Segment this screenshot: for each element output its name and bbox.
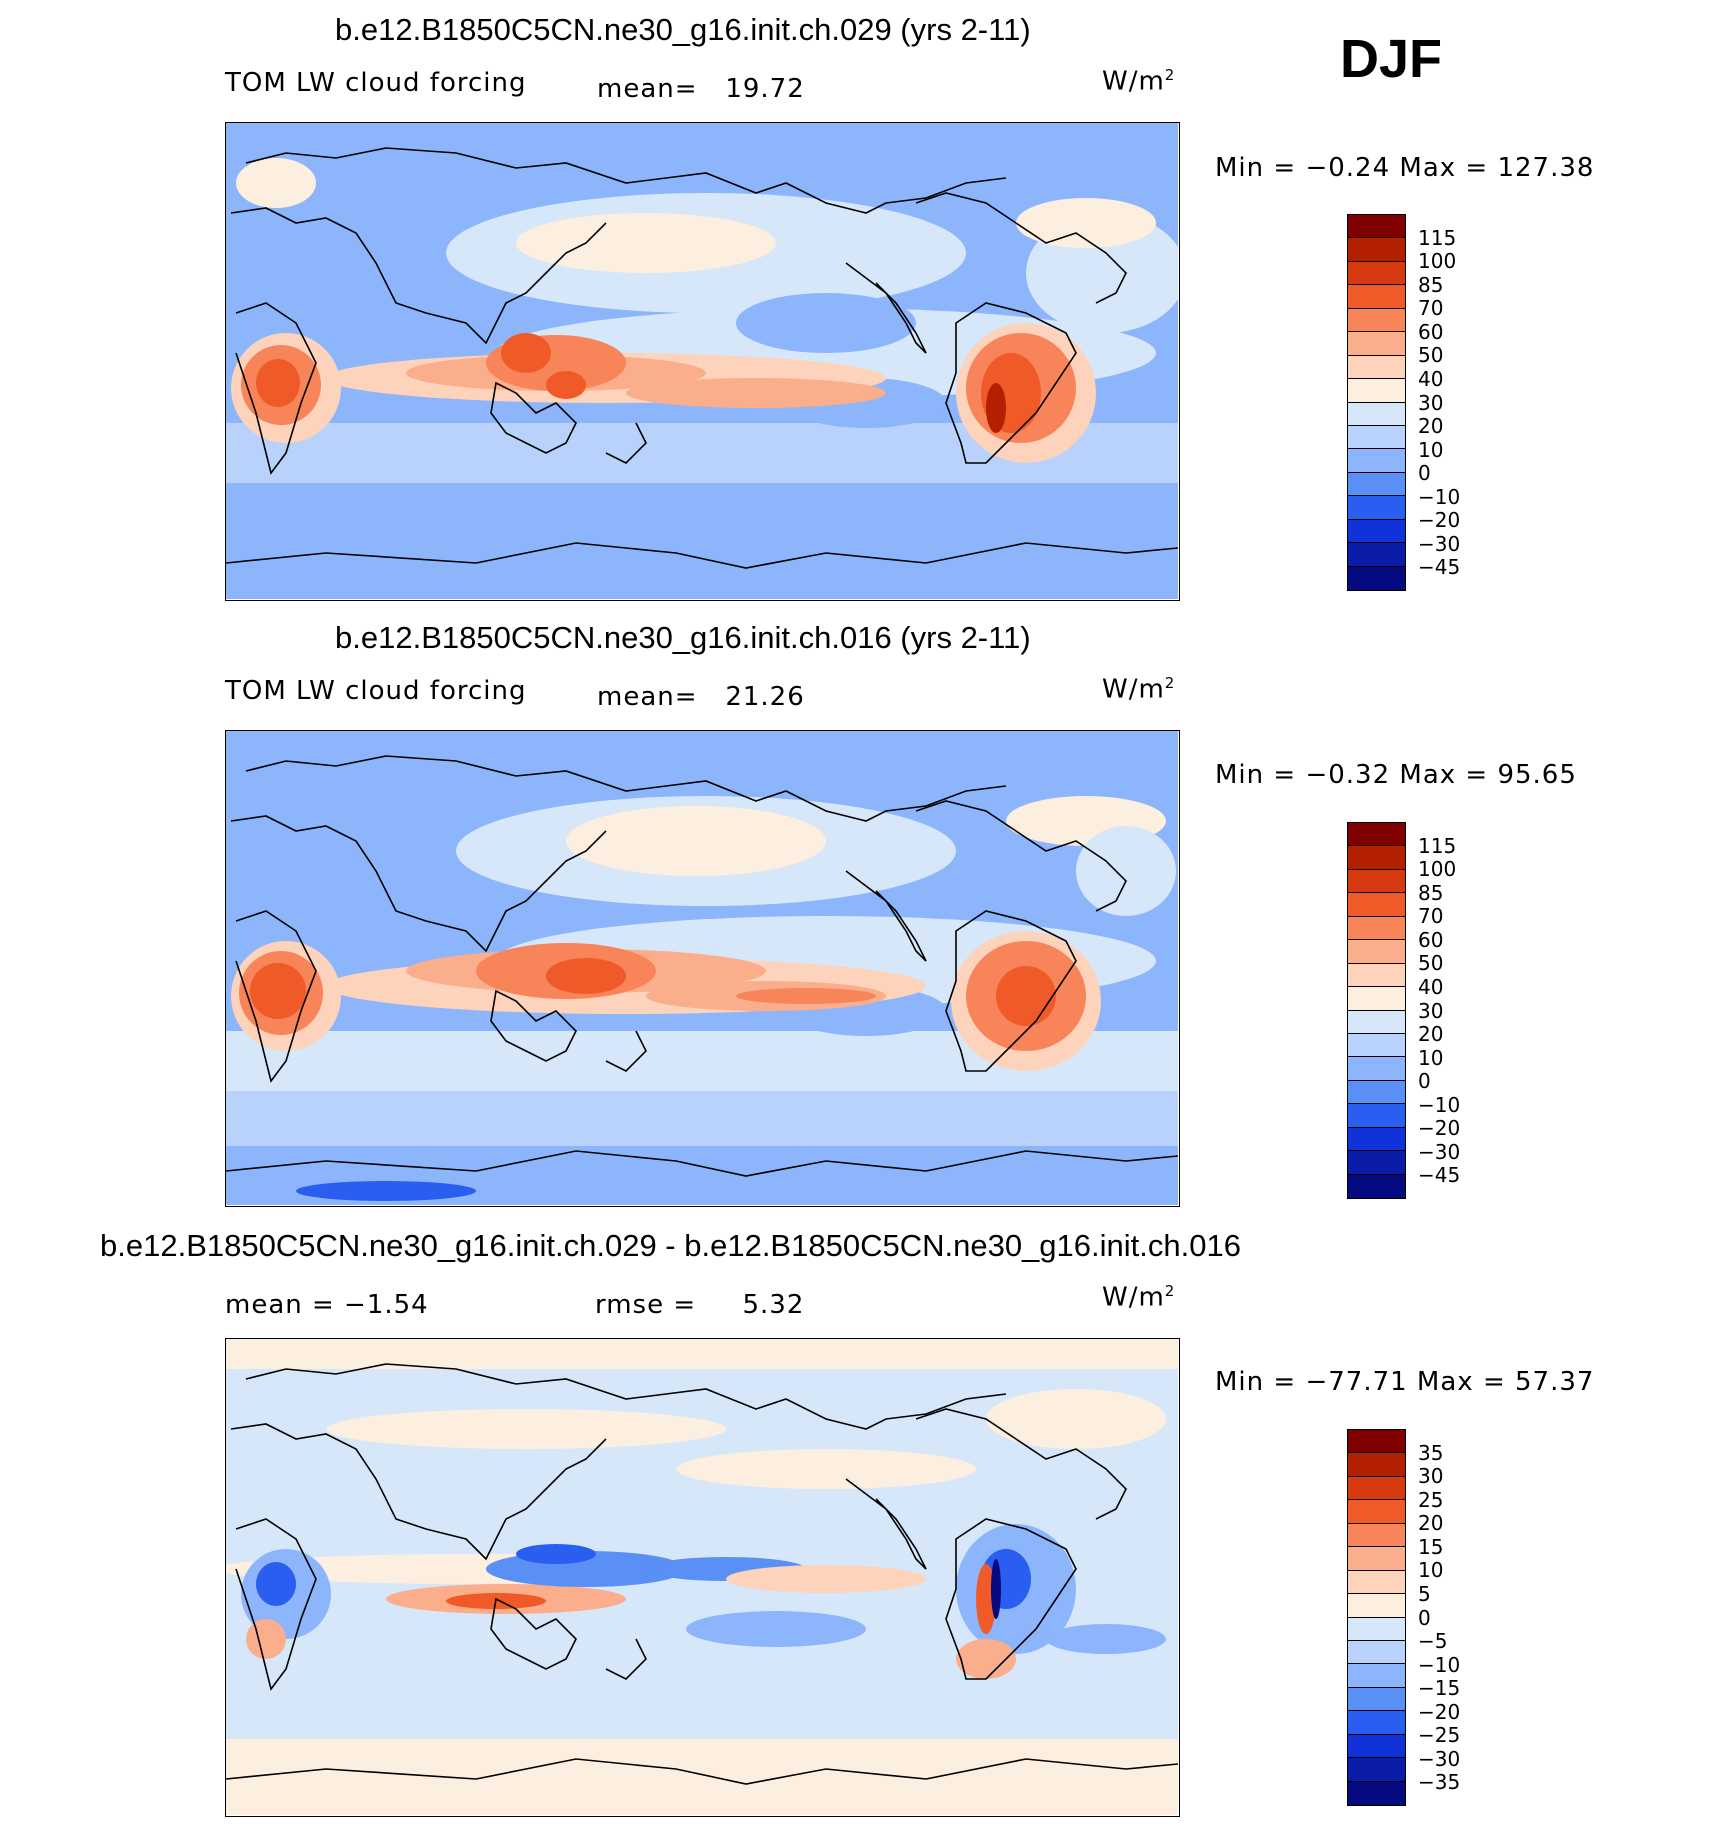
panel2-coastlines: [226, 755, 1178, 1177]
colorbar-tick-label: 100: [1418, 857, 1457, 882]
colorbar-tick-label: 85: [1418, 272, 1444, 297]
panel2-units: W/m2: [1102, 674, 1175, 705]
colorbar-tick-label: 50: [1418, 951, 1444, 976]
panel3-units: W/m2: [1102, 1282, 1175, 1313]
panel3-mean-label: mean = −1.54: [225, 1290, 429, 1320]
colorbar-tick-label: −5: [1418, 1629, 1448, 1654]
units-exponent: 2: [1164, 674, 1176, 692]
units-text: W/m: [1102, 674, 1165, 705]
panel1-mean-value: 19.72: [725, 74, 805, 104]
units-text: W/m: [1102, 66, 1165, 97]
panel2-mean-value: 21.26: [725, 682, 805, 712]
panel1-units: W/m2: [1102, 66, 1175, 97]
panel3-rmse-label: rmse = 5.32: [595, 1290, 804, 1320]
colorbar-tick-label: 20: [1418, 1022, 1444, 1047]
colorbar-tick-label: 60: [1418, 927, 1444, 952]
panel3-rmse-key: rmse =: [595, 1290, 697, 1320]
panel3-map-svg: [226, 1339, 1178, 1815]
colorbar-tick-label: −25: [1418, 1723, 1461, 1748]
colorbar-tick-label: 115: [1418, 225, 1457, 250]
colorbar-tick-label: 40: [1418, 974, 1444, 999]
colorbar-tick-label: −20: [1418, 1116, 1461, 1141]
panel1-mean-key: mean=: [597, 74, 698, 104]
colorbar-tick-label: −30: [1418, 1139, 1461, 1164]
colorbar-tick-label: −10: [1418, 1652, 1461, 1677]
panel1-mean-label: mean= 19.72: [597, 74, 805, 104]
colorbar-tick-label: 35: [1418, 1440, 1444, 1465]
colorbar-tick-label: −30: [1418, 531, 1461, 556]
colorbar-tick-label: −30: [1418, 1746, 1461, 1771]
panel3-rmse-value: 5.32: [742, 1290, 805, 1320]
panel1-minmax: Min = −0.24 Max = 127.38: [1215, 153, 1595, 183]
panel1-title: b.e12.B1850C5CN.ne30_g16.init.ch.029 (yr…: [335, 12, 1031, 47]
colorbar-tick-label: −20: [1418, 508, 1461, 533]
panel3-title: b.e12.B1850C5CN.ne30_g16.init.ch.029 - b…: [100, 1228, 1241, 1263]
panel2-variable-label: TOM LW cloud forcing: [225, 676, 527, 706]
colorbar-tick-label: 0: [1418, 1069, 1431, 1094]
colorbar-tick-label: 25: [1418, 1487, 1444, 1512]
colorbar-tick-label: 30: [1418, 390, 1444, 415]
panel1-colorbar: [1347, 214, 1406, 591]
colorbar-tick-label: 10: [1418, 1045, 1444, 1070]
colorbar-tick-label: 40: [1418, 366, 1444, 391]
season-label: DJF: [1340, 29, 1443, 89]
colorbar-tick-label: 30: [1418, 1464, 1444, 1489]
panel2-colorbar: [1347, 822, 1406, 1199]
panel2-title: b.e12.B1850C5CN.ne30_g16.init.ch.016 (yr…: [335, 620, 1031, 655]
colorbar-tick-label: 10: [1418, 1558, 1444, 1583]
panel3-map: [225, 1338, 1180, 1817]
colorbar-tick-label: 0: [1418, 461, 1431, 486]
colorbar-tick-label: 60: [1418, 319, 1444, 344]
panel3-colorbar: [1347, 1429, 1406, 1806]
units-exponent: 2: [1164, 66, 1176, 84]
colorbar-tick-label: 100: [1418, 249, 1457, 274]
colorbar-tick-label: 10: [1418, 437, 1444, 462]
panel2-map: [225, 730, 1180, 1207]
units-exponent: 2: [1164, 1282, 1176, 1300]
colorbar-tick-label: −15: [1418, 1676, 1461, 1701]
colorbar-tick-label: 70: [1418, 904, 1444, 929]
panel1-variable-label: TOM LW cloud forcing: [225, 68, 527, 98]
panel1-coastlines: [226, 147, 1178, 569]
colorbar-tick-label: 0: [1418, 1605, 1431, 1630]
colorbar-tick-label: −20: [1418, 1699, 1461, 1724]
panel2-minmax: Min = −0.32 Max = 95.65: [1215, 760, 1577, 790]
panel3-minmax: Min = −77.71 Max = 57.37: [1215, 1367, 1595, 1397]
colorbar-tick-label: 85: [1418, 880, 1444, 905]
colorbar-tick-label: 50: [1418, 343, 1444, 368]
colorbar-tick-label: −45: [1418, 555, 1461, 580]
colorbar-tick-label: 70: [1418, 296, 1444, 321]
colorbar-tick-label: 30: [1418, 998, 1444, 1023]
panel1-map: [225, 122, 1180, 601]
panel1-map-svg: [226, 123, 1178, 599]
colorbar-tick-label: −35: [1418, 1770, 1461, 1795]
panel2-mean-label: mean= 21.26: [597, 682, 805, 712]
panel3-coastlines: [226, 1363, 1178, 1785]
colorbar-tick-label: −45: [1418, 1163, 1461, 1188]
colorbar-tick-label: 5: [1418, 1581, 1431, 1606]
units-text: W/m: [1102, 1282, 1165, 1313]
panel2-mean-key: mean=: [597, 682, 698, 712]
colorbar-tick-label: 20: [1418, 414, 1444, 439]
colorbar-tick-label: −10: [1418, 484, 1461, 509]
colorbar-tick-label: 115: [1418, 833, 1457, 858]
colorbar-tick-label: 15: [1418, 1534, 1444, 1559]
panel2-map-svg: [226, 731, 1178, 1205]
colorbar-tick-label: −10: [1418, 1092, 1461, 1117]
colorbar-tick-label: 20: [1418, 1511, 1444, 1536]
